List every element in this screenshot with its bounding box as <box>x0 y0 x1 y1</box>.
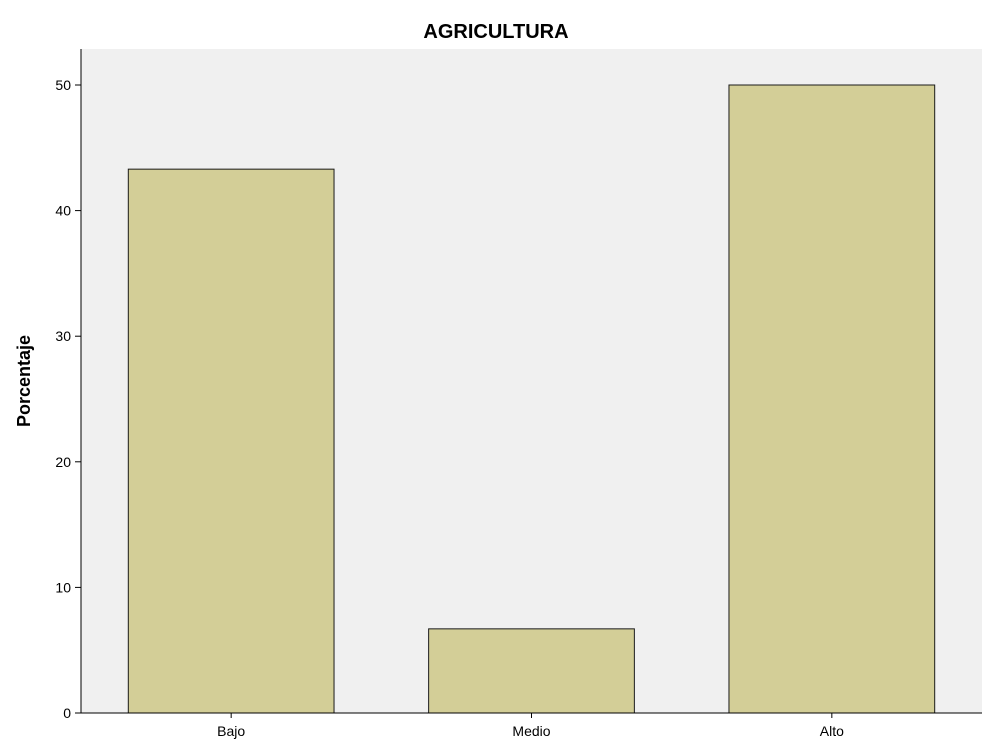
y-tick-label: 50 <box>55 77 71 93</box>
y-tick-label: 30 <box>55 328 71 344</box>
x-tick-label: Bajo <box>217 723 245 739</box>
y-tick-label: 40 <box>55 203 71 219</box>
y-tick-label: 20 <box>55 454 71 470</box>
bars <box>127 84 936 714</box>
y-tick-label: 10 <box>55 579 71 595</box>
x-axis-ticks: Bajo Medio Alto <box>217 713 844 739</box>
y-axis-ticks: 0 10 20 30 40 50 <box>55 77 81 721</box>
x-tick-label: Alto <box>820 723 844 739</box>
chart-title: AGRICULTURA <box>423 21 568 43</box>
bar-medio <box>428 628 635 714</box>
bar-bajo <box>127 168 335 714</box>
bar-alto <box>728 84 936 714</box>
y-tick-label: 0 <box>63 705 71 721</box>
y-axis-label: Porcentaje <box>14 335 34 427</box>
x-tick-label: Medio <box>512 723 550 739</box>
